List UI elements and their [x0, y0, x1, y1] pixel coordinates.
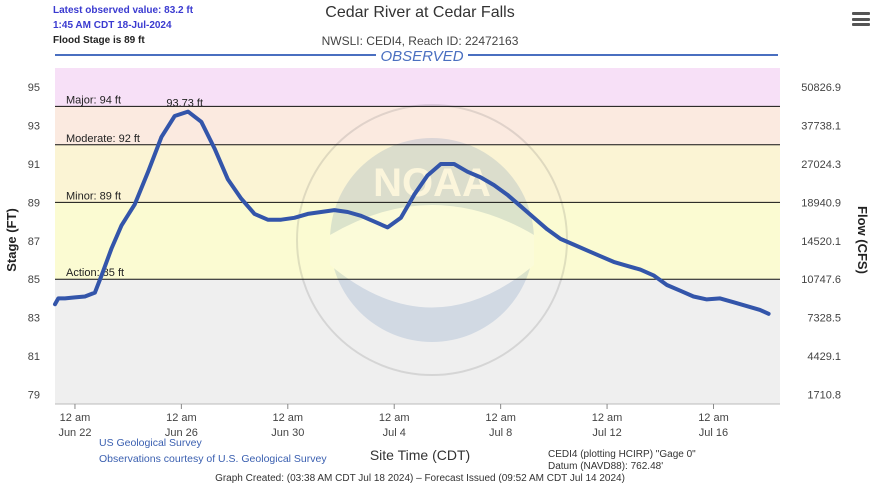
- threshold-label-minor: Minor: 89 ft: [66, 190, 121, 202]
- latest-observed-time: 1:45 AM CDT 18-Jul-2024: [53, 20, 172, 31]
- y2-tick-label: 4429.1: [807, 351, 841, 363]
- y2-tick-label: 10747.6: [801, 274, 841, 286]
- chart-axes: [55, 403, 780, 409]
- y-tick-label: 79: [28, 389, 40, 401]
- flood-stage-note: Flood Stage is 89 ft: [53, 35, 145, 46]
- chart-subtitle: NWSLI: CEDI4, Reach ID: 22472163: [321, 34, 519, 48]
- stage-line-0: [53, 109, 771, 316]
- flood-category-bands: [55, 68, 780, 404]
- y-tick-label: 93: [28, 121, 40, 133]
- menu-bar-middle: [852, 17, 870, 21]
- x-tick-time: 12 am: [698, 412, 729, 424]
- y-tick-label: 91: [28, 159, 40, 171]
- graph-created-info: Graph Created: (03:38 AM CDT Jul 18 2024…: [215, 473, 625, 484]
- y-tick-label: 85: [28, 274, 40, 286]
- x-tick-time: 12 am: [592, 412, 623, 424]
- y2-axis-title: Flow (CFS): [855, 206, 870, 274]
- datum-info: Datum (NAVD88): 762.48': [548, 461, 664, 472]
- x-tick-date: Jul 8: [489, 427, 512, 439]
- y-tick-label: 87: [28, 236, 40, 248]
- threshold-label-moderate: Moderate: 92 ft: [66, 133, 140, 145]
- x-tick-date: Jul 12: [592, 427, 621, 439]
- y2-tick-label: 1710.8: [807, 389, 841, 401]
- y2-tick-label: 27024.3: [801, 159, 841, 171]
- x-tick-date: Jun 30: [271, 427, 304, 439]
- band-normal: [55, 279, 780, 404]
- hamburger-menu-icon[interactable]: [852, 12, 870, 26]
- band-action: [55, 202, 780, 280]
- x-tick-time: 12 am: [379, 412, 410, 424]
- y2-tick-label: 18940.9: [801, 197, 841, 209]
- y-axis-title: Stage (FT): [4, 208, 19, 272]
- noaa-seal-lettering: NOAA: [373, 161, 491, 205]
- band-major: [55, 68, 780, 107]
- noaa-seal-disc: [330, 138, 534, 342]
- observed-stage-series: [53, 109, 771, 316]
- threshold-label-action: Action: 85 ft: [66, 267, 124, 279]
- noaa-watermark: NOAA: [296, 104, 568, 376]
- menu-bar-bottom: [852, 23, 870, 26]
- y2-tick-label: 50826.9: [801, 82, 841, 94]
- observed-band-label: OBSERVED: [380, 48, 463, 65]
- y-tick-label: 81: [28, 351, 40, 363]
- latest-observed-value: Latest observed value: 83.2 ft: [53, 5, 194, 16]
- y2-tick-label: 37738.1: [801, 121, 841, 133]
- x-tick-time: 12 am: [60, 412, 91, 424]
- threshold-label-major: Major: 94 ft: [66, 94, 121, 106]
- x-tick-time: 12 am: [485, 412, 516, 424]
- noaa-seal-gull: [330, 205, 534, 308]
- y2-tick-label: 14520.1: [801, 236, 841, 248]
- peak-label: 93.73 ft: [166, 98, 203, 110]
- plotting-info: CEDI4 (plotting HCIRP) "Gage 0": [548, 449, 696, 460]
- axis-tick-labels: 95 50826.9 93 37738.1 91 27024.3 89 18940.9 87 14…: [28, 82, 841, 439]
- x-tick-time: 12 am: [166, 412, 197, 424]
- y-tick-label: 95: [28, 82, 40, 94]
- y-tick-label: 83: [28, 313, 40, 325]
- x-axis-title: Site Time (CDT): [370, 447, 470, 463]
- usgs-courtesy-link[interactable]: Observations courtesy of U.S. Geological…: [99, 453, 327, 465]
- y2-tick-label: 7328.5: [807, 313, 841, 325]
- band-moderate: [55, 106, 780, 145]
- chart-title: Cedar River at Cedar Falls: [325, 4, 515, 21]
- x-tick-date: Jul 4: [383, 427, 406, 439]
- x-tick-date: Jun 26: [165, 427, 198, 439]
- x-tick-date: Jul 16: [699, 427, 728, 439]
- menu-bar-top: [852, 12, 870, 15]
- usgs-link[interactable]: US Geological Survey: [99, 437, 202, 449]
- x-tick-time: 12 am: [273, 412, 304, 424]
- x-tick-date: Jun 22: [58, 427, 91, 439]
- y-tick-label: 89: [28, 197, 40, 209]
